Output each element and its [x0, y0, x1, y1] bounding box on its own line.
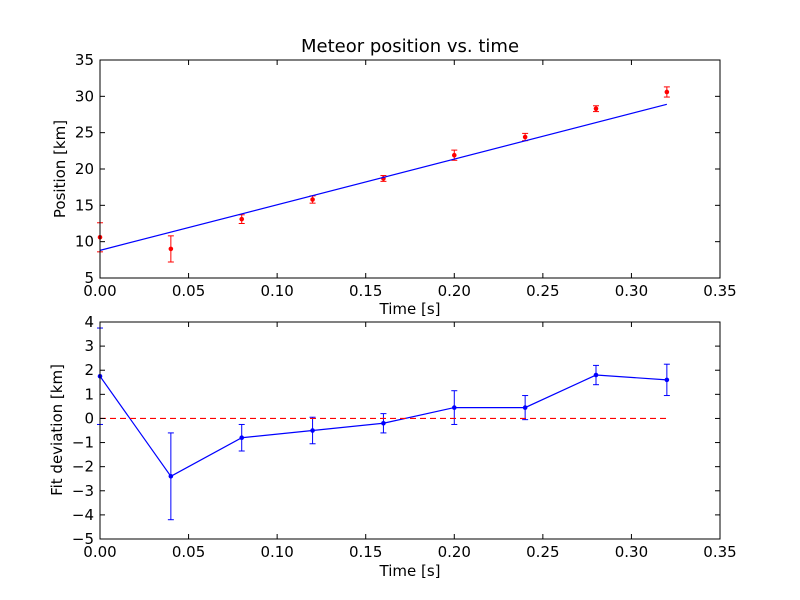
x-tick-label: 0.30 — [615, 282, 648, 300]
x-axis-label: Time [s] — [379, 300, 441, 318]
y-tick-label: 25 — [75, 124, 94, 142]
data-point — [239, 216, 245, 222]
y-tick-label: 1 — [84, 385, 94, 403]
series-line — [99, 103, 668, 251]
data-point — [310, 428, 315, 433]
chart-title: Meteor position vs. time — [301, 36, 519, 57]
y-tick-label: 0 — [84, 409, 94, 427]
y-tick-label: 4 — [84, 313, 94, 331]
data-point — [522, 405, 528, 410]
position-chart: Meteor position vs. time 0.00 0.05 0.10 0.1… — [51, 36, 737, 318]
data-point — [593, 372, 599, 378]
data-point — [522, 134, 528, 140]
y-tick-label: 5 — [84, 269, 94, 287]
x-tick-label: 0.25 — [526, 282, 559, 300]
data-point — [664, 377, 670, 383]
data-point — [168, 474, 174, 479]
deviation-chart-ticks: 0.00 0.05 0.10 0.15 0.20 0.25 0.30 0.35 −5 −4 −3 −2… — [72, 313, 737, 561]
x-tick-label: 0.30 — [615, 543, 648, 561]
data-point — [451, 405, 457, 410]
x-tick-label: 0.00 — [83, 282, 116, 300]
y-tick-label: 35 — [75, 51, 94, 69]
data-point — [664, 89, 670, 95]
x-tick-label: 0.15 — [349, 282, 382, 300]
y-tick-label: −4 — [72, 506, 94, 524]
x-tick-label: 0.10 — [260, 543, 293, 561]
x-axis-label: Time [s] — [379, 562, 441, 580]
y-tick-label: 3 — [84, 337, 94, 355]
x-tick-label: 0.35 — [703, 282, 736, 300]
deviation-chart-frame — [99, 321, 721, 540]
data-point — [168, 246, 174, 252]
y-tick-label: −1 — [72, 434, 94, 452]
data-point — [593, 106, 599, 111]
y-tick-label: −5 — [72, 530, 94, 548]
deviation-chart: 0.00 0.05 0.10 0.15 0.20 0.25 0.30 0.35 −5 −4 −3 −2… — [48, 313, 737, 580]
y-tick-label: 10 — [75, 233, 94, 251]
data-point — [381, 420, 386, 426]
y-tick-label: 15 — [75, 196, 94, 214]
x-tick-label: 0.25 — [526, 543, 559, 561]
y-tick-label: 30 — [75, 87, 94, 105]
position-chart-ticks: 0.00 0.05 0.10 0.15 0.20 0.25 0.30 0.35 5 10 15 20 2… — [75, 51, 737, 300]
y-tick-label: 2 — [84, 361, 94, 379]
x-tick-label: 0.15 — [349, 543, 382, 561]
x-tick-label: 0.20 — [438, 282, 471, 300]
y-axis-label: Fit deviation [km] — [48, 364, 66, 496]
x-tick-label: 0.05 — [172, 282, 205, 300]
y-axis-label: Position [km] — [51, 120, 69, 218]
data-point — [239, 435, 245, 441]
y-tick-label: −2 — [72, 458, 94, 476]
x-tick-label: 0.10 — [260, 282, 293, 300]
data-point — [451, 152, 457, 158]
x-tick-label: 0.05 — [172, 543, 205, 561]
y-tick-label: −3 — [72, 482, 94, 500]
x-tick-label: 0.35 — [703, 543, 736, 561]
x-tick-label: 0.00 — [83, 543, 116, 561]
data-point — [310, 197, 315, 202]
y-tick-label: 20 — [75, 160, 94, 178]
x-tick-label: 0.20 — [438, 543, 471, 561]
deviation-chart-marks — [97, 327, 670, 521]
